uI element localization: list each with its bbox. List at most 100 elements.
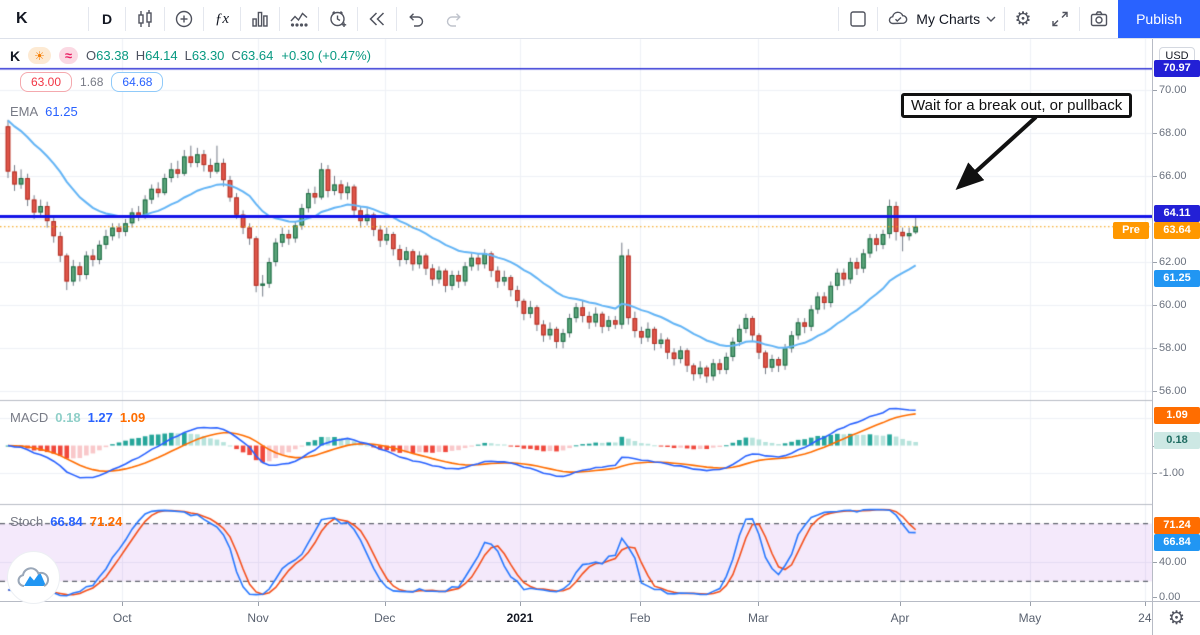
publish-button[interactable]: Publish (1118, 0, 1200, 38)
undo-icon (409, 13, 424, 27)
time-label: Apr (890, 611, 910, 625)
macd-signal-value: 1.09 (119, 410, 146, 425)
fullscreen-icon (1052, 11, 1068, 27)
macd-axis-badge: 0.18 (1154, 432, 1200, 450)
time-tick (519, 602, 521, 606)
stoch-k-value: 66.84 (50, 514, 83, 529)
divider (357, 7, 358, 31)
sun-rating-icon[interactable]: ☀ (28, 47, 51, 64)
ema-value: 61.25 (45, 104, 78, 119)
ohlc-value: 63.38 (96, 48, 129, 63)
axis-tick (1153, 132, 1157, 134)
chart-canvas[interactable] (0, 0, 1152, 601)
line-chart-dots-icon (290, 12, 308, 27)
axis-tick (1153, 348, 1157, 350)
wave-rating-icon[interactable]: ≈ (58, 47, 79, 64)
axis-label: 68.00 (1159, 126, 1187, 139)
chevron-down-icon (986, 16, 996, 22)
time-tick (758, 602, 760, 606)
divider (203, 7, 204, 31)
ohlc-letter: H (135, 48, 146, 63)
ema-label[interactable]: EMA (10, 104, 39, 119)
layout-square-icon (850, 11, 866, 27)
time-tick (1144, 602, 1146, 606)
tradingview-logo[interactable] (7, 551, 60, 604)
compare-plus-icon (175, 10, 193, 28)
price-axis-badge: 61.25 (1154, 269, 1200, 287)
bar-replay-button[interactable] (358, 0, 396, 38)
indicator-templates-button[interactable] (241, 0, 279, 38)
range-width-label: 1.68 (80, 75, 104, 89)
range-low-box[interactable]: 63.00 (20, 72, 73, 92)
annotation-callout[interactable]: Wait for a break out, or pullback (901, 93, 1133, 118)
time-tick (640, 602, 642, 606)
axis-label: 62.00 (1159, 256, 1187, 269)
alert-button[interactable] (319, 0, 357, 38)
candlestick-icon (138, 10, 152, 27)
time-tick (899, 602, 901, 606)
axis-label: 60.00 (1159, 299, 1187, 312)
cloud-check-icon (889, 11, 908, 25)
divider (318, 7, 319, 31)
stoch-label[interactable]: Stoch (10, 514, 44, 529)
price-scale[interactable]: USD 70.0068.0066.0062.0060.0058.0056.000… (1113, 39, 1200, 603)
settings-button[interactable]: ⚙ (1005, 0, 1041, 38)
ohlc-value: 64.14 (145, 48, 178, 63)
divider (164, 7, 165, 31)
divider (240, 7, 241, 31)
time-tick (122, 602, 124, 606)
stoch-d-value: 71.24 (89, 514, 123, 529)
legend-symbol[interactable]: K (10, 47, 21, 64)
ohlc-letter: O (86, 48, 97, 63)
axis-label: 0.00 (1159, 591, 1181, 603)
time-tick (384, 602, 386, 606)
time-label: Oct (112, 611, 132, 625)
gear-icon: ⚙ (1167, 608, 1186, 629)
my-charts-button[interactable]: My Charts (878, 0, 1004, 38)
scale-settings-corner[interactable]: ⚙ (1152, 601, 1200, 635)
ohlc-letter: L (184, 48, 192, 63)
gear-icon: ⚙ (1014, 8, 1032, 30)
compare-button[interactable] (165, 0, 203, 38)
axis-label: -1.00 (1159, 467, 1185, 480)
time-scale[interactable]: Oct Nov Dec 2021 Feb Mar Apr May 24 (0, 601, 1152, 635)
toolbar-left: K D ƒx (0, 0, 838, 38)
divider (838, 7, 840, 31)
chart-style-button[interactable] (126, 0, 164, 38)
time-label: May (1018, 611, 1042, 625)
redo-button[interactable] (435, 0, 473, 38)
ohlc-value: 63.30 (191, 48, 225, 63)
forecast-button[interactable] (280, 0, 318, 38)
time-label: Feb (629, 611, 651, 625)
snapshot-button[interactable] (1080, 0, 1118, 38)
my-charts-label: My Charts (916, 11, 981, 27)
axis-tick (1153, 391, 1157, 393)
bar-chart-icon (252, 11, 268, 27)
indicators-fx-icon: ƒx (214, 10, 230, 27)
price-range-tool-labels[interactable]: 63.00 1.68 64.68 (20, 72, 164, 92)
cloud-chart-icon (17, 566, 49, 587)
axis-tick (1153, 562, 1157, 564)
macd-legend: MACD 0.18 1.27 1.09 (10, 410, 145, 425)
camera-icon (1090, 11, 1108, 27)
price-axis-badge: 63.64 (1154, 221, 1200, 239)
divider (279, 7, 280, 31)
undo-button[interactable] (397, 0, 435, 38)
symbol-search-button[interactable]: K (8, 0, 88, 38)
range-high-box[interactable]: 64.68 (111, 72, 164, 92)
time-label: Dec (374, 611, 396, 625)
redo-icon (446, 13, 461, 27)
macd-label[interactable]: MACD (10, 410, 49, 425)
ohlc-value: 63.64 (240, 48, 274, 63)
axis-label: 70.00 (1159, 83, 1187, 96)
layout-button[interactable] (839, 0, 877, 38)
fullscreen-button[interactable] (1041, 0, 1079, 38)
axis-label: 58.00 (1159, 342, 1187, 355)
divider (877, 7, 879, 31)
time-label: 24 (1138, 611, 1152, 625)
interval-button[interactable]: D (89, 0, 125, 38)
indicators-button[interactable]: ƒx (204, 0, 240, 38)
symbol-legend: K ☀ ≈ O 63.38 H 64.14 L 63.30 C 63.64 +0.30 (+0… (10, 47, 371, 64)
axis-tick (1153, 305, 1157, 307)
